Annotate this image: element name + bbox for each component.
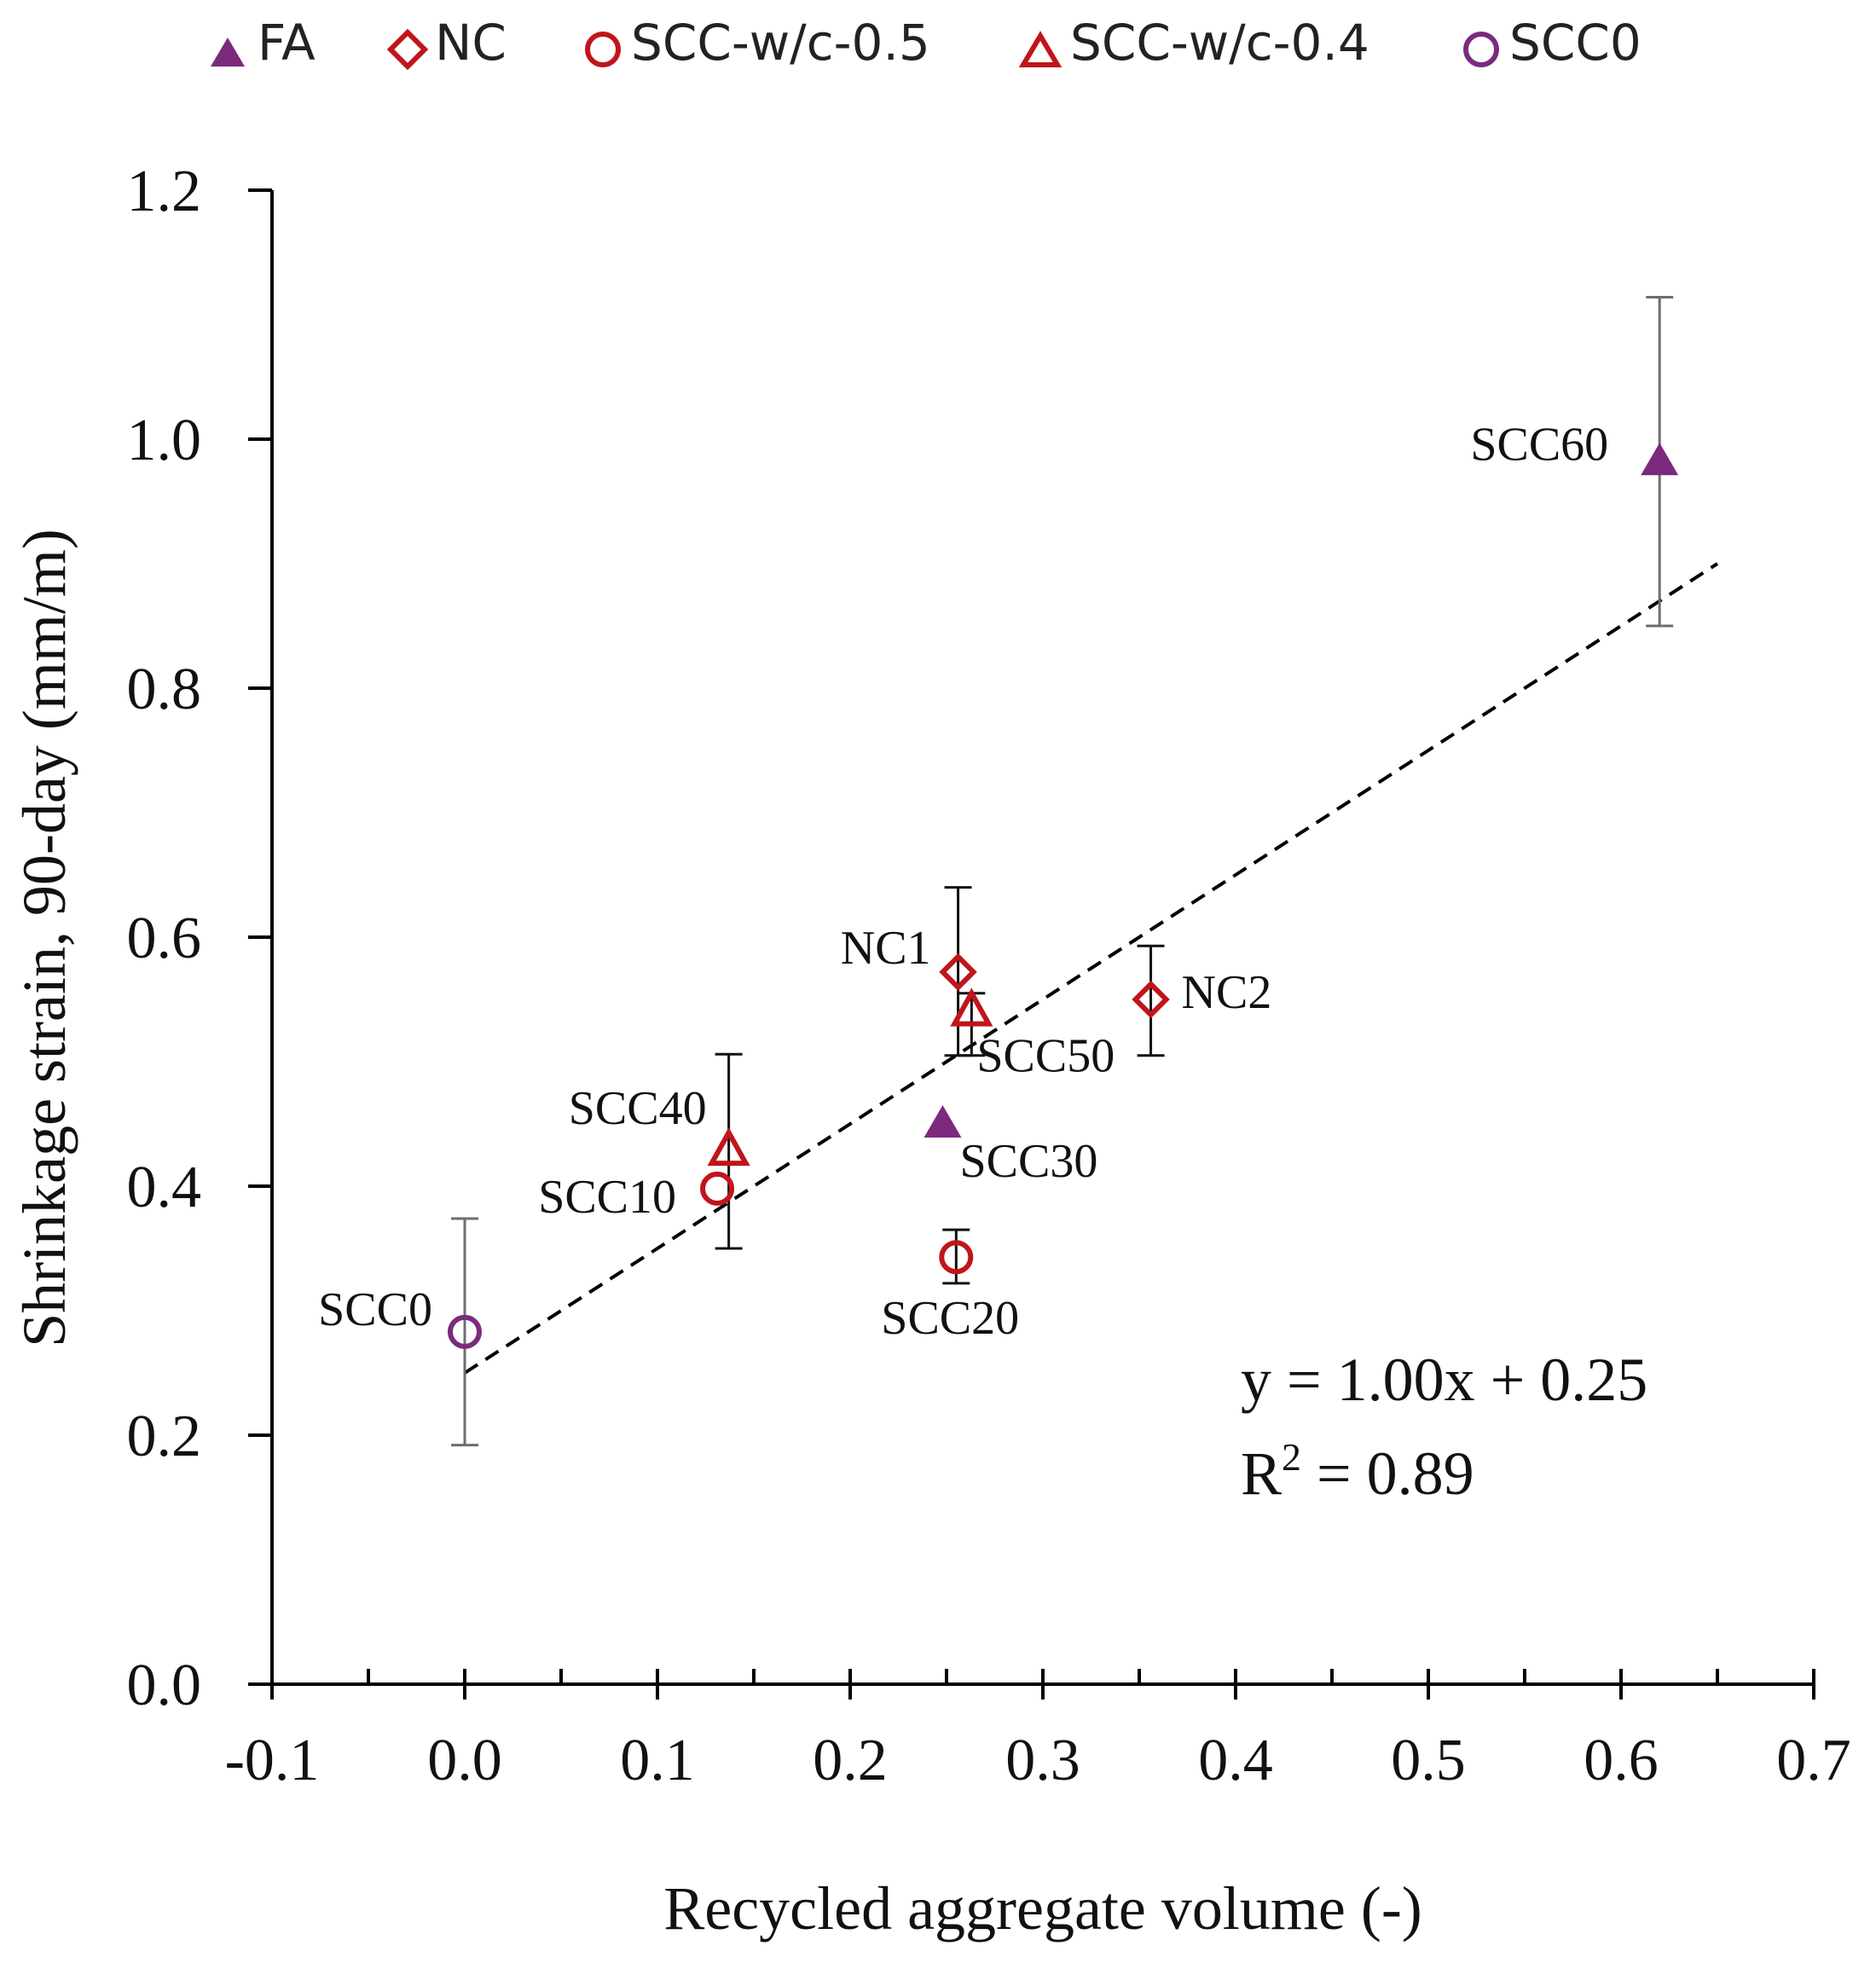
- marker-scc40: [707, 1126, 750, 1167]
- legend-label-scc-wc-05: SCC-w/c-0.5: [631, 14, 930, 72]
- x-tick-label: 0.0: [427, 1728, 502, 1793]
- legend-marker-scc-wc-05: [585, 32, 621, 67]
- marker-scc10: [700, 1171, 735, 1206]
- point-label-nc2: NC2: [1182, 966, 1272, 1019]
- marker-scc0: [448, 1314, 482, 1349]
- legend-entry-fa: FA: [211, 14, 316, 72]
- legend-entry-scc-wc-05: SCC-w/c-0.5: [585, 14, 930, 72]
- marker-scc50: [950, 987, 993, 1027]
- legend-marker-scc0: [1463, 32, 1499, 67]
- r-squared-superscript: 2: [1282, 1435, 1301, 1479]
- trend-equation: y = 1.00x + 0.25: [1241, 1346, 1647, 1414]
- point-label-scc60: SCC60: [1470, 418, 1608, 471]
- y-axis-title: Shrinkage strain, 90-day (mm/m): [10, 529, 78, 1347]
- marker-scc60: [1641, 443, 1679, 476]
- legend-label-fa: FA: [258, 14, 316, 72]
- x-tick-label: 0.3: [1005, 1728, 1080, 1793]
- point-label-scc50: SCC50: [976, 1030, 1115, 1083]
- trendline: [463, 562, 1719, 1375]
- data-markers: [448, 443, 1679, 1349]
- r-squared: R2 = 0.89: [1241, 1435, 1474, 1508]
- tick-marks: [248, 188, 1815, 1700]
- y-tick-label: 0.2: [127, 1404, 202, 1469]
- axes: [270, 190, 1814, 1686]
- x-tick-label: 0.2: [813, 1728, 888, 1793]
- legend-marker-nc: [386, 28, 429, 71]
- point-label-nc1: NC1: [841, 922, 931, 975]
- legend-marker-fa: [211, 38, 245, 67]
- point-labels: SCC30 SCC60 NC1 NC2 SCC10 SCC20 SCC40 SCC50 SCC0: [318, 418, 1608, 1345]
- y-tick-label: 0.4: [127, 1155, 202, 1220]
- y-tick-label: 1.2: [127, 159, 202, 224]
- y-tick-label: 0.0: [127, 1653, 202, 1718]
- legend-entry-nc: NC: [386, 14, 507, 72]
- y-tick-label: 0.8: [127, 657, 202, 722]
- x-tick-label: 0.6: [1584, 1728, 1659, 1793]
- legend-label-scc0: SCC0: [1509, 14, 1642, 72]
- x-tick-label: 0.7: [1776, 1728, 1851, 1793]
- marker-nc1: [939, 953, 977, 992]
- x-axis-title: Recycled aggregate volume (-): [663, 1874, 1422, 1943]
- y-tick-label: 0.6: [127, 906, 202, 971]
- y-tick-label: 1.0: [127, 408, 202, 473]
- x-tick-label: -0.1: [225, 1728, 320, 1793]
- marker-scc30: [924, 1105, 962, 1138]
- point-label-scc20: SCC20: [881, 1292, 1019, 1345]
- legend-label-scc-wc-04: SCC-w/c-0.4: [1070, 14, 1369, 72]
- legend-entry-scc-wc-04: SCC-w/c-0.4: [1018, 14, 1369, 72]
- legend: FA NC SCC-w/c-0.5 SCC-w/c-0.4 SCC0: [211, 14, 1642, 72]
- tick-labels: -0.1 0.0 0.1 0.2 0.3 0.4 0.5 0.6 0.7 0.0 0.2 0.4 0.6…: [127, 159, 1851, 1793]
- x-tick-label: 0.5: [1391, 1728, 1466, 1793]
- x-tick-label: 0.4: [1198, 1728, 1273, 1793]
- r-squared-value: = 0.89: [1301, 1439, 1474, 1508]
- x-tick-label: 0.1: [620, 1728, 695, 1793]
- legend-label-nc: NC: [435, 14, 507, 72]
- r-squared-prefix: R: [1241, 1439, 1282, 1508]
- point-label-scc10: SCC10: [538, 1171, 676, 1224]
- legend-entry-scc0: SCC0: [1463, 14, 1642, 72]
- point-label-scc30: SCC30: [959, 1135, 1097, 1188]
- marker-scc20: [939, 1240, 974, 1275]
- point-label-scc40: SCC40: [569, 1082, 707, 1135]
- point-label-scc0: SCC0: [318, 1283, 432, 1336]
- legend-marker-scc-wc-04: [1018, 31, 1062, 67]
- marker-nc2: [1132, 980, 1170, 1019]
